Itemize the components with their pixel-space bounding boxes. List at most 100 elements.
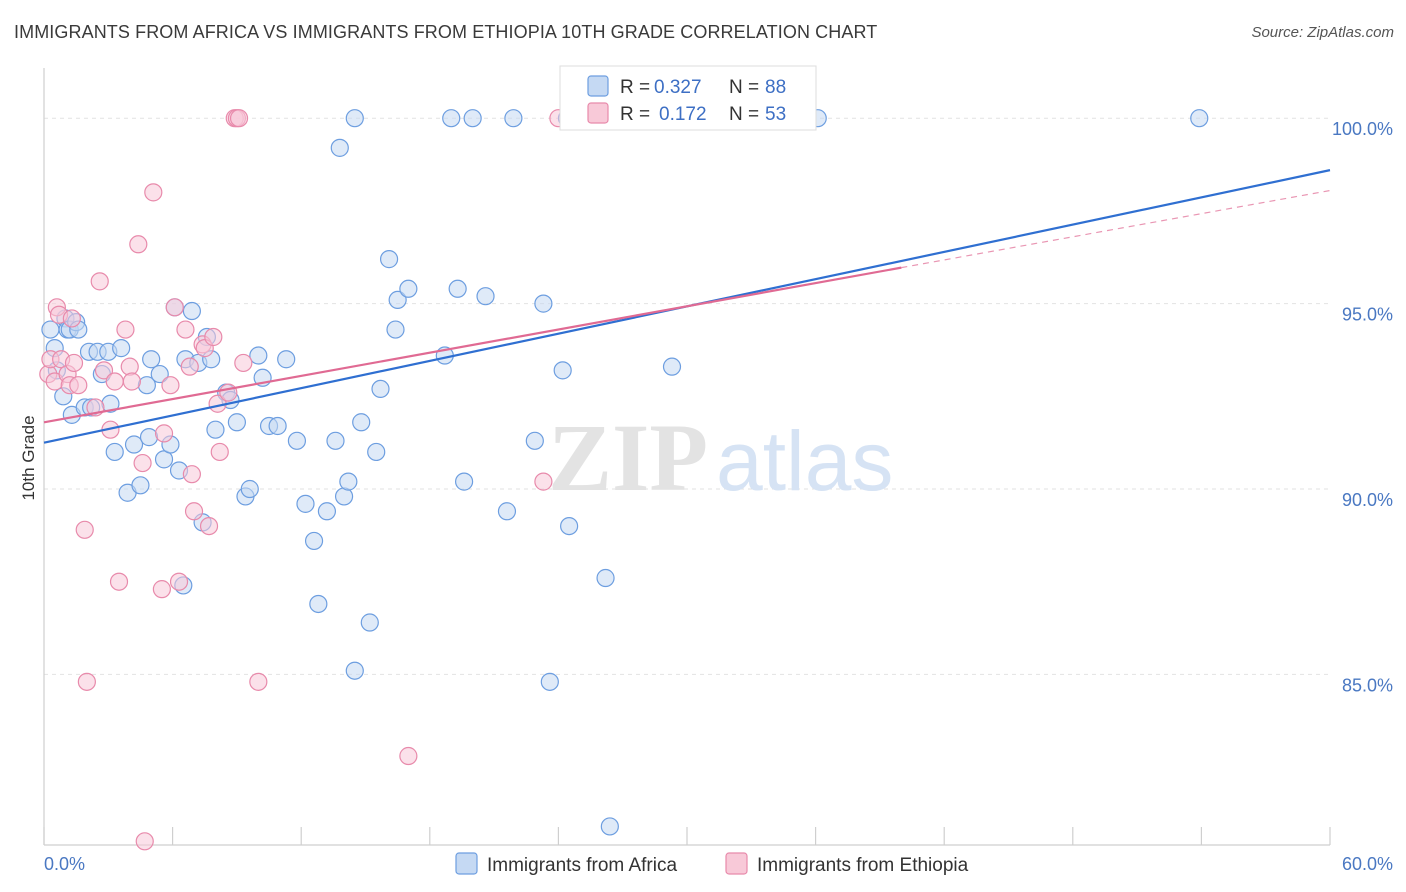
legend-label-ethiopia: Immigrants from Ethiopia <box>757 855 969 876</box>
ethiopia-point <box>144 183 163 202</box>
legend-r-value-ethiopia: 0.172 <box>659 104 707 125</box>
africa-point <box>399 279 418 298</box>
africa-point <box>345 109 364 128</box>
africa-point <box>227 413 246 432</box>
legend-r-label-ethiopia: R = <box>620 104 650 125</box>
africa-point <box>525 431 544 450</box>
ethiopia-point <box>69 376 88 395</box>
axes <box>43 68 1331 846</box>
legend-swatch-ethiopia-bottom <box>725 852 748 875</box>
africa-point <box>504 109 523 128</box>
ethiopia-point <box>116 320 135 339</box>
legend-r-label-africa: R = <box>620 77 650 98</box>
africa-point <box>367 442 386 462</box>
africa-point <box>124 435 144 454</box>
africa-point <box>442 109 461 128</box>
ethiopia-point <box>176 320 195 339</box>
legend-swatch-africa <box>587 75 609 97</box>
africa-point <box>352 413 371 432</box>
watermark-atlas: atlas <box>716 414 893 508</box>
correlation-legend: R = 0.327 N = 88 R = 0.172 N = 53 <box>559 65 817 131</box>
ethiopia-point <box>210 442 229 462</box>
trend-line-ethiopia-extension <box>901 189 1331 269</box>
africa-point <box>463 109 482 128</box>
africa-point <box>330 138 349 157</box>
x-tick-label-min: 0.0% <box>44 854 85 874</box>
africa-point <box>150 364 169 384</box>
africa-point <box>182 301 201 321</box>
legend-swatch-africa-bottom <box>455 852 478 875</box>
africa-point <box>388 290 407 310</box>
ethiopia-point <box>234 353 253 373</box>
ethiopia-point <box>204 327 223 347</box>
legend-n-label-africa: N = <box>729 77 759 98</box>
y-tick-label: 100.0% <box>1332 119 1393 139</box>
africa-point <box>497 502 517 521</box>
africa-point <box>553 361 572 380</box>
y-tick-label: 90.0% <box>1342 490 1393 510</box>
ethiopia-point <box>184 502 204 521</box>
africa-point <box>454 472 474 491</box>
ethiopia-point <box>154 424 174 443</box>
ethiopia-point <box>129 235 148 254</box>
trend-lines <box>43 169 1331 444</box>
africa-point <box>540 672 559 691</box>
africa-point <box>268 416 287 436</box>
trend-line-ethiopia <box>43 266 902 424</box>
africa-point <box>386 320 405 339</box>
chart-title: IMMIGRANTS FROM AFRICA VS IMMIGRANTS FRO… <box>14 22 878 42</box>
africa-point <box>287 431 307 450</box>
ethiopia-point <box>399 746 418 766</box>
africa-point <box>105 442 124 462</box>
ethiopia-point <box>105 372 124 391</box>
africa-point <box>448 279 467 298</box>
ethiopia-point <box>62 309 81 328</box>
ethiopia-point <box>199 517 219 536</box>
africa-point <box>304 531 324 551</box>
ethiopia-point <box>165 298 184 317</box>
ethiopia-point <box>534 472 553 491</box>
ethiopia-point <box>182 465 201 484</box>
legend-swatch-ethiopia <box>587 102 609 124</box>
africa-point <box>345 661 364 680</box>
africa-point <box>142 350 161 369</box>
africa-point <box>326 431 345 450</box>
africa-point <box>339 472 358 491</box>
africa-point <box>534 294 553 313</box>
ethiopia-point <box>161 376 180 395</box>
africa-point <box>41 320 60 339</box>
africa-point <box>112 339 131 358</box>
ethiopia-point <box>229 109 249 128</box>
ethiopia-point <box>219 383 238 402</box>
ethiopia-point <box>122 372 141 391</box>
africa-point <box>240 479 259 499</box>
ethiopia-point <box>180 357 199 376</box>
africa-point <box>662 357 682 376</box>
ethiopia-point <box>64 353 84 373</box>
africa-point <box>296 494 315 513</box>
legend-n-value-ethiopia: 53 <box>765 104 786 125</box>
ethiopia-point <box>90 272 109 291</box>
y-tick-label: 85.0% <box>1342 675 1393 695</box>
africa-point <box>476 287 495 306</box>
africa-point <box>371 379 390 398</box>
africa-point <box>309 594 328 614</box>
africa-point <box>131 476 150 495</box>
ethiopia-point <box>249 672 268 691</box>
africa-point <box>1190 109 1209 128</box>
series-africa-points <box>41 109 1209 836</box>
ethiopia-point <box>135 832 154 851</box>
source-credit: Source: ZipAtlas.com <box>1251 24 1394 41</box>
series-legend: Immigrants from Africa Immigrants from E… <box>455 852 969 876</box>
africa-point <box>317 502 337 521</box>
y-tick-label: 95.0% <box>1342 305 1393 325</box>
africa-point <box>560 517 579 536</box>
africa-point <box>596 568 615 588</box>
africa-point <box>139 428 159 447</box>
x-tick-labels: 0.0% 60.0% <box>44 854 1393 874</box>
ethiopia-point <box>77 672 96 691</box>
africa-point <box>360 613 379 632</box>
ethiopia-point <box>94 361 114 380</box>
ethiopia-point <box>120 357 139 376</box>
